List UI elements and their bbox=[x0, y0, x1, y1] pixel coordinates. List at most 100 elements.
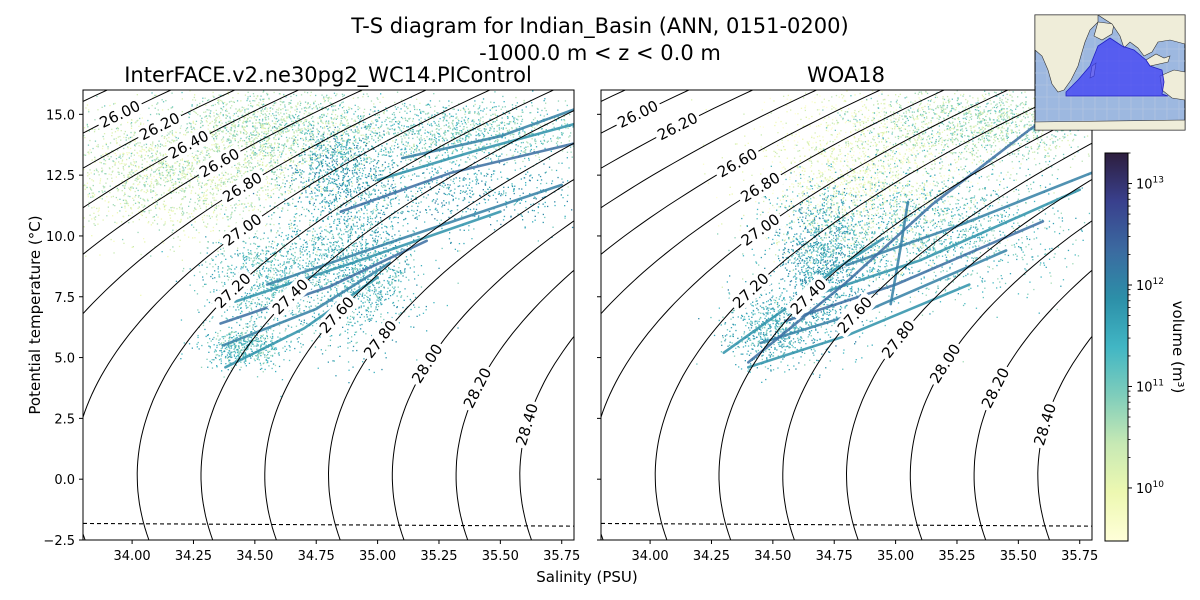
ts-point bbox=[236, 172, 238, 175]
ts-point bbox=[92, 196, 94, 198]
ts-point bbox=[431, 142, 434, 144]
ts-point bbox=[137, 119, 139, 121]
ts-point bbox=[477, 134, 479, 136]
ts-point bbox=[486, 143, 488, 145]
ts-point bbox=[464, 139, 466, 142]
ts-point bbox=[156, 156, 158, 158]
ts-point bbox=[351, 185, 353, 187]
ts-point bbox=[132, 197, 134, 199]
ts-point bbox=[189, 90, 191, 92]
ts-point bbox=[363, 164, 365, 166]
ts-point bbox=[376, 119, 378, 121]
ts-point bbox=[289, 219, 291, 221]
ts-point bbox=[323, 113, 325, 116]
ts-point bbox=[490, 128, 492, 130]
ts-point bbox=[112, 151, 114, 153]
ts-point bbox=[99, 197, 101, 199]
ts-point bbox=[489, 123, 491, 125]
ts-point bbox=[250, 157, 252, 159]
ts-point bbox=[246, 119, 248, 122]
ts-point bbox=[245, 133, 247, 135]
ts-point bbox=[393, 123, 395, 125]
ts-point bbox=[358, 183, 360, 185]
ts-point bbox=[268, 126, 270, 129]
ts-point bbox=[309, 172, 311, 174]
ts-point bbox=[518, 126, 521, 128]
ts-point bbox=[258, 199, 260, 201]
ts-point bbox=[284, 167, 287, 169]
ts-point bbox=[277, 109, 280, 111]
ts-point bbox=[124, 164, 126, 166]
ts-point bbox=[122, 167, 124, 169]
ts-point bbox=[283, 101, 285, 103]
ts-point bbox=[536, 107, 538, 110]
ts-point bbox=[380, 150, 382, 152]
ts-point bbox=[193, 156, 196, 159]
ts-point bbox=[262, 127, 264, 130]
ts-point bbox=[381, 145, 383, 147]
ts-point bbox=[382, 133, 385, 135]
ts-point bbox=[313, 124, 315, 126]
ts-point bbox=[374, 135, 377, 137]
ts-point bbox=[160, 162, 162, 164]
ts-point bbox=[115, 137, 117, 140]
ts-point bbox=[167, 108, 169, 111]
ts-point bbox=[506, 129, 509, 132]
ts-point bbox=[181, 170, 183, 172]
ts-point bbox=[404, 102, 406, 105]
ts-point bbox=[144, 175, 146, 177]
ts-point bbox=[437, 112, 439, 114]
ts-point bbox=[395, 175, 397, 177]
ts-point bbox=[388, 163, 390, 165]
ts-point bbox=[481, 150, 483, 152]
ts-point bbox=[451, 143, 453, 145]
ts-point bbox=[326, 140, 328, 142]
ts-point bbox=[190, 168, 192, 170]
ts-point bbox=[244, 116, 247, 118]
ts-point bbox=[151, 178, 153, 180]
ts-point bbox=[429, 106, 432, 108]
ts-point bbox=[163, 192, 165, 194]
ts-point bbox=[448, 100, 450, 102]
ts-point bbox=[297, 162, 299, 165]
ts-point bbox=[226, 216, 228, 219]
ts-point bbox=[314, 141, 317, 143]
ts-point bbox=[251, 106, 254, 108]
ts-point bbox=[222, 183, 225, 185]
ts-point bbox=[536, 120, 539, 122]
ts-point bbox=[279, 123, 281, 125]
ts-point bbox=[249, 138, 251, 140]
ts-point bbox=[190, 123, 192, 125]
ts-point bbox=[249, 134, 251, 136]
ts-point bbox=[134, 143, 137, 145]
ts-point bbox=[414, 108, 416, 111]
ts-point bbox=[271, 156, 273, 158]
ts-point bbox=[306, 92, 309, 94]
ts-point bbox=[93, 131, 96, 133]
ts-point bbox=[177, 137, 179, 139]
ts-point bbox=[273, 91, 275, 94]
ts-point bbox=[329, 190, 331, 192]
ts-point bbox=[467, 147, 469, 149]
ts-point bbox=[126, 152, 128, 154]
ts-point bbox=[233, 101, 235, 103]
ts-point bbox=[246, 167, 248, 169]
ts-point bbox=[468, 154, 470, 156]
ts-point bbox=[152, 96, 154, 98]
ts-point bbox=[396, 164, 398, 166]
ts-point bbox=[168, 189, 170, 191]
ts-point bbox=[112, 195, 114, 198]
ts-point bbox=[182, 163, 185, 166]
ts-point bbox=[301, 150, 303, 152]
ts-point bbox=[404, 144, 406, 147]
ts-point bbox=[478, 147, 480, 149]
ts-point bbox=[183, 196, 185, 198]
ts-point bbox=[128, 222, 130, 224]
ts-point bbox=[276, 117, 278, 120]
ts-point bbox=[263, 98, 265, 100]
ts-point bbox=[279, 176, 281, 179]
ts-point bbox=[443, 145, 445, 147]
ts-point bbox=[175, 229, 178, 231]
ts-point bbox=[206, 149, 208, 152]
ts-point bbox=[259, 106, 261, 108]
